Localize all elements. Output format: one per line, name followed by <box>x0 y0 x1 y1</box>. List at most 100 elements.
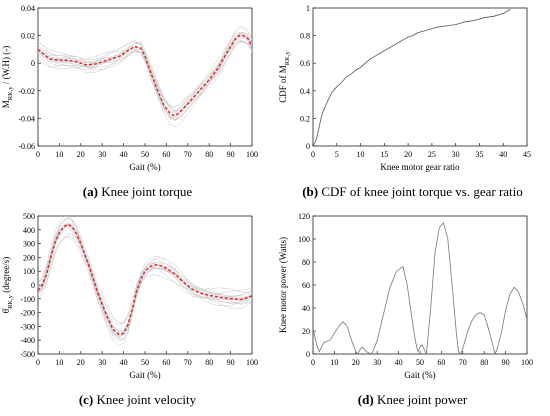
caption-b: (b) CDF of knee joint torque vs. gear ra… <box>275 184 550 200</box>
chart-d-ytick-label: 40 <box>302 304 310 313</box>
chart-d-xtick-label: 80 <box>480 358 488 367</box>
chart-b-xtick-label: 10 <box>357 150 365 159</box>
chart-a: 0 10 20 30 40 50 60 70 80 90 100 -0.06 -0.04 -0.02 0 0.… <box>0 0 275 208</box>
chart-b: 0 5 10 15 20 25 30 35 40 45 0 0.2 0.4 0.6 0.8 1 Knee mot… <box>275 0 550 208</box>
chart-a-xtick-label: 70 <box>184 150 192 159</box>
chart-c-ytick-label: 200 <box>23 253 35 262</box>
chart-b-xtick-label: 15 <box>380 150 388 159</box>
chart-b-ytick-label: 0 <box>306 142 310 151</box>
chart-d-plot: 0 10 20 30 40 50 60 70 80 90 100 0 20 40 60 80 100 120 Gai… <box>278 212 533 380</box>
chart-b-xtick-label: 5 <box>335 150 339 159</box>
chart-c-ytick-label: -400 <box>20 336 35 345</box>
chart-c-ylabel-tail: (degree/s) <box>1 257 11 295</box>
chart-a-xtick-label: 90 <box>227 150 235 159</box>
caption-d-letter: (d) <box>357 392 374 407</box>
chart-c-ytick-label: 0 <box>31 281 35 290</box>
chart-c-ylabel-sub: RK,y <box>7 294 14 309</box>
caption-c: (c) Knee joint velocity <box>0 392 275 408</box>
chart-a-ytick-label: -0.02 <box>18 87 35 96</box>
chart-c-xtick-label: 30 <box>98 358 106 367</box>
chart-a-trial-line <box>38 41 252 111</box>
chart-b-axes-box <box>312 7 528 147</box>
chart-c-xtick-label: 70 <box>184 358 192 367</box>
chart-a-trial-line <box>38 28 252 121</box>
chart-a-xtick-label: 50 <box>141 150 149 159</box>
chart-d-xtick-label: 50 <box>416 358 424 367</box>
chart-b-ytick-label: 0.6 <box>300 59 310 68</box>
chart-c-xtick-label: 20 <box>77 358 85 367</box>
chart-a-ylabel-main: M <box>1 100 11 108</box>
chart-a-trial-line <box>38 32 252 117</box>
chart-b-ylabel: CDF of MRK,y <box>278 51 291 103</box>
chart-c-xtick-label: 40 <box>120 358 128 367</box>
chart-d-xtick-label: 30 <box>373 358 381 367</box>
chart-a-ytick-label: 0.02 <box>21 32 35 41</box>
chart-b-ytick-label: 0.2 <box>300 114 310 123</box>
chart-b-xlabel: Knee motor gear ratio <box>380 162 460 172</box>
chart-b-xtick-label: 40 <box>499 150 507 159</box>
chart-d-series-line <box>313 222 527 354</box>
chart-a-xtick-label: 80 <box>205 150 213 159</box>
chart-c-xtick-label: 10 <box>55 358 63 367</box>
chart-b-ylabel-main: CDF of M <box>278 65 288 103</box>
chart-c-ytick-label: 100 <box>23 267 35 276</box>
chart-a-xtick-label: 30 <box>98 150 106 159</box>
chart-a-xtick-label: 0 <box>36 150 40 159</box>
chart-a-ytick-label: 0.04 <box>21 4 35 13</box>
chart-c-ytick-label: -100 <box>20 295 35 304</box>
caption-b-letter: (b) <box>302 184 319 199</box>
chart-b-ytick-label: 0.8 <box>300 32 310 41</box>
caption-d: (d) Knee joint power <box>275 392 550 408</box>
chart-d-ytick-label: 20 <box>302 327 310 336</box>
caption-c-letter: (c) <box>78 392 94 407</box>
chart-c-xtick-label: 60 <box>162 358 170 367</box>
chart-d-xtick-label: 40 <box>395 358 403 367</box>
chart-b-ylabel-sub: RK,y <box>284 51 291 66</box>
chart-c-ytick-label: -200 <box>20 309 35 318</box>
chart-c-trial-line <box>38 216 252 339</box>
chart-a-series-line <box>38 34 252 117</box>
chart-d-xtick-label: 100 <box>521 358 533 367</box>
chart-a-ytick-label: -0.04 <box>18 114 35 123</box>
chart-d-ytick-label: 80 <box>302 258 310 267</box>
chart-d-xtick-label: 0 <box>311 358 315 367</box>
chart-a-xtick-label: 100 <box>246 150 258 159</box>
chart-a-xtick-label: 20 <box>77 150 85 159</box>
chart-b-ytick-label: 0.4 <box>300 87 310 96</box>
chart-c-series-line <box>38 223 252 336</box>
chart-a-plot: 0 10 20 30 40 50 60 70 80 90 100 -0.06 -0.04 -0.02 0 0.… <box>1 4 258 172</box>
chart-a-ylabel-sub: RK,y <box>7 86 14 101</box>
chart-c-xlabel: Gait (%) <box>129 370 160 380</box>
caption-d-text: Knee joint power <box>376 392 468 407</box>
chart-d-xtick-label: 60 <box>437 358 445 367</box>
chart-a-ylabel: MRK,y / (W.H) (-) <box>1 46 14 109</box>
chart-b-ytick-label: 1 <box>306 4 310 13</box>
chart-b-xtick-label: 20 <box>404 150 412 159</box>
chart-c-xtick-label: 100 <box>246 358 258 367</box>
chart-c-xtick-label: 90 <box>227 358 235 367</box>
chart-a-xtick-label: 10 <box>55 150 63 159</box>
caption-b-text: CDF of knee joint torque vs. gear ratio <box>321 184 523 199</box>
chart-c: 0 10 20 30 40 50 60 70 80 90 100 -500 -400 -300 -200 -1… <box>0 208 275 416</box>
chart-a-trial-line <box>38 33 252 119</box>
chart-c-xtick-label: 80 <box>205 358 213 367</box>
chart-d-ytick-label: 100 <box>298 235 310 244</box>
chart-c-ytick-label: 400 <box>23 226 35 235</box>
chart-d-xtick-label: 20 <box>352 358 360 367</box>
chart-d: 0 10 20 30 40 50 60 70 80 90 100 0 20 40 60 80 100 120 Gai… <box>275 208 550 416</box>
caption-c-text: Knee joint velocity <box>96 392 197 407</box>
chart-c-ytick-label: 500 <box>23 212 35 221</box>
chart-a-axes-box <box>37 7 253 147</box>
chart-a-xtick-label: 60 <box>162 150 170 159</box>
chart-a-xtick-label: 40 <box>120 150 128 159</box>
chart-c-trial-line <box>38 217 252 342</box>
chart-b-plot: 0 5 10 15 20 25 30 35 40 45 0 0.2 0.4 0.6 0.8 1 Knee mot… <box>278 4 531 172</box>
chart-c-plot: 0 10 20 30 40 50 60 70 80 90 100 -500 -400 -300 -200 -1… <box>1 212 258 380</box>
chart-c-axes-box <box>37 215 253 355</box>
chart-a-ytick-label: 0 <box>31 59 35 68</box>
chart-d-xlabel: Gait (%) <box>404 370 435 380</box>
chart-a-ylabel-tail: / (W.H) (-) <box>1 46 11 87</box>
chart-b-xtick-label: 0 <box>311 150 315 159</box>
chart-a-xlabel: Gait (%) <box>129 162 160 172</box>
chart-c-xtick-label: 50 <box>141 358 149 367</box>
